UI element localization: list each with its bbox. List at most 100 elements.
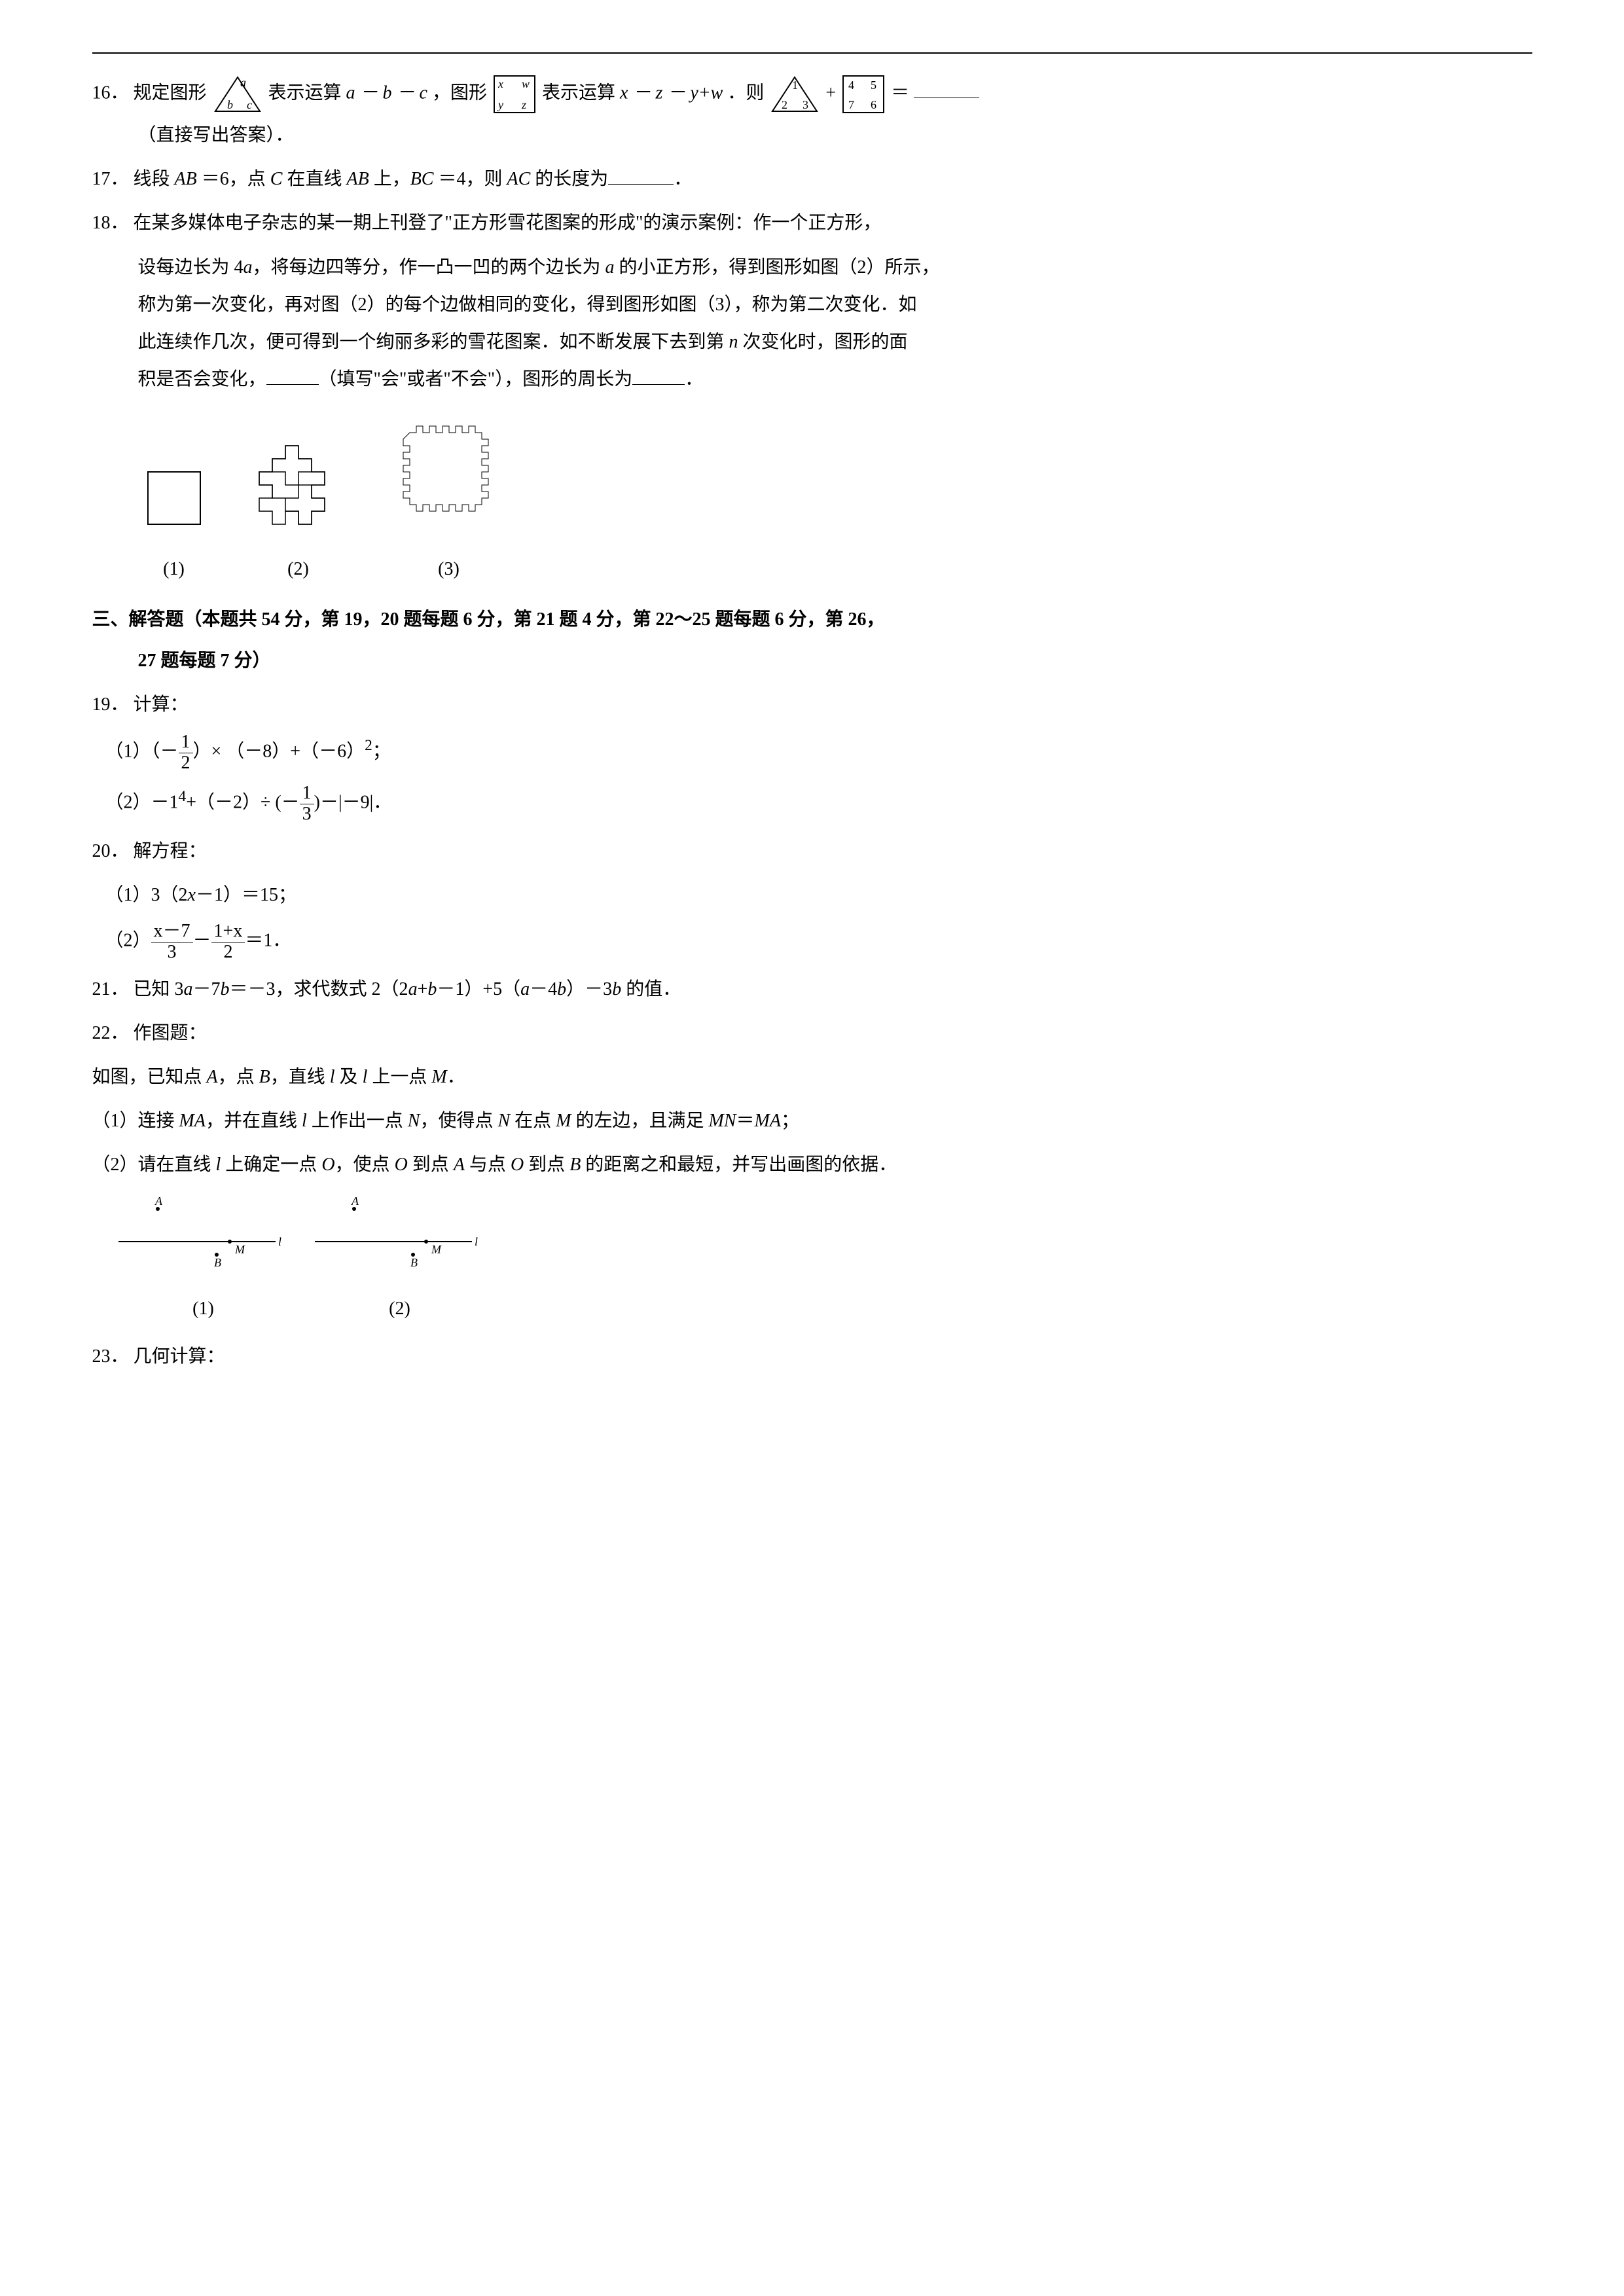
q21-b2: b xyxy=(427,979,437,999)
svg-text:M: M xyxy=(234,1243,245,1256)
q22-MA2: MA xyxy=(755,1111,781,1131)
q22-p2f: 到点 xyxy=(524,1155,569,1175)
q22-p2e: 与点 xyxy=(465,1155,511,1175)
q22-cap2: (2) xyxy=(315,1291,485,1326)
q22-p1l: l xyxy=(302,1111,307,1131)
q22-num: 22． xyxy=(92,1023,129,1043)
q20-p1: （1）3（2 xyxy=(105,885,188,905)
q19-frac1: 12 xyxy=(179,732,193,774)
question-22: 22． 作图题： xyxy=(92,1016,1532,1050)
svg-text:a: a xyxy=(240,76,246,89)
q18-l4b: n xyxy=(729,332,738,352)
svg-text:b: b xyxy=(227,98,233,111)
q19-p1a: （1）（－ xyxy=(105,742,179,762)
q23-title: 几何计算： xyxy=(134,1346,225,1367)
snowflake-1-icon xyxy=(138,462,210,534)
q17-t2: ＝6，点 xyxy=(202,169,270,189)
fig2-cap: (2) xyxy=(249,552,348,586)
svg-text:w: w xyxy=(522,77,530,90)
question-18: 18． 在某多媒体电子杂志的某一期上刊登了"正方形雪花图案的形成"的演示案例：作… xyxy=(92,206,1532,240)
q22-cap1: (1) xyxy=(118,1291,289,1326)
q18-l2c: ，将每边四等分，作一凸一凹的两个边长为 xyxy=(253,257,605,278)
svg-text:1: 1 xyxy=(792,79,798,92)
q17-ab: AB xyxy=(175,169,197,189)
q18-l2d: a xyxy=(605,257,615,278)
q22-MA: MA xyxy=(179,1111,206,1131)
q22-O: O xyxy=(321,1155,334,1175)
question-16: 16． 规定图形 a b c 表示运算 a － b － c ，图形 x w y … xyxy=(92,73,1532,152)
q21-t8: 的值． xyxy=(621,979,681,999)
q18-l5c: ． xyxy=(685,369,703,389)
question-21: 21． 已知 3a－7b＝－3，求代数式 2（2a+b－1）+5（a－4b）－3… xyxy=(92,972,1532,1007)
q18-line2: 设每边长为 4a，将每边四等分，作一凸一凹的两个边长为 a 的小正方形，得到图形… xyxy=(138,250,1532,285)
q22-N2: N xyxy=(497,1111,510,1131)
triangle-123-icon: 1 2 3 xyxy=(768,73,821,115)
q22-part2: （2）请在直线 l 上确定一点 O，使点 O 到点 A 与点 O 到点 B 的距… xyxy=(92,1147,1532,1182)
q21-t7: ）－3 xyxy=(566,979,612,999)
svg-text:x: x xyxy=(497,77,503,90)
svg-text:5: 5 xyxy=(871,79,876,92)
q22-line1: 如图，已知点 A，点 B，直线 l 及 l 上一点 M． xyxy=(92,1060,1532,1094)
q20-frac2: 1+x2 xyxy=(211,922,245,963)
q16-mid2: ，图形 xyxy=(432,82,487,103)
q16-num: 16． xyxy=(92,82,129,103)
q21-a3: a xyxy=(520,979,530,999)
q20-f2d: 2 xyxy=(211,942,245,963)
q20-f1d: 3 xyxy=(151,942,193,963)
q22-p1b: ，并在直线 xyxy=(206,1111,302,1131)
q20-num: 20． xyxy=(92,841,129,861)
q21-num: 21． xyxy=(92,979,129,999)
q18-blank1 xyxy=(266,366,319,385)
square-4576-icon: 4 5 7 6 xyxy=(840,73,886,115)
q21-t4: + xyxy=(418,979,428,999)
q22-l: l xyxy=(330,1067,335,1087)
q22-p1g: ＝ xyxy=(736,1111,755,1131)
q21-t2: －7 xyxy=(193,979,221,999)
svg-text:7: 7 xyxy=(848,98,854,111)
triangle-abc-icon: a b c xyxy=(211,73,264,115)
fig2-cell: (2) xyxy=(249,436,348,586)
svg-text:A: A xyxy=(351,1196,359,1208)
q22-fig2: A M l B (2) xyxy=(315,1196,485,1326)
q19-p2b: 4 xyxy=(179,788,187,805)
fig1-cell: (1) xyxy=(138,462,210,586)
svg-text:c: c xyxy=(247,98,252,111)
svg-text:B: B xyxy=(410,1256,418,1269)
q22-p2g: 的距离之和最短，并写出画图的依据． xyxy=(581,1155,897,1175)
q16-eq: ＝ xyxy=(891,82,909,103)
q22-A2: A xyxy=(454,1155,465,1175)
q18-l4a: 此连续作几次，便可得到一个绚丽多彩的雪花图案．如不断发展下去到第 xyxy=(138,332,729,352)
q16-expr1: a － b － c xyxy=(346,82,427,103)
q22-p2b: 上确定一点 xyxy=(221,1155,321,1175)
q20-p1b: －1）＝15； xyxy=(196,885,297,905)
q17-ac: AC xyxy=(507,169,531,189)
q22-l1d: 及 xyxy=(335,1067,363,1087)
q19-part2: （2）－14+（－2）÷ (－13)－|－9|． xyxy=(105,782,1532,824)
svg-text:M: M xyxy=(431,1243,442,1256)
q17-t6: 的长度为 xyxy=(535,169,608,189)
q21-t6: －4 xyxy=(530,979,557,999)
question-23: 23． 几何计算： xyxy=(92,1339,1532,1374)
q22-O2: O xyxy=(395,1155,408,1175)
q19-p1b: ）× （－8）+（－6） xyxy=(193,742,365,762)
q22-l1b: ，点 xyxy=(218,1067,259,1087)
section3-title2: 27 题每题 7 分） xyxy=(138,643,1532,678)
q21-b3: b xyxy=(557,979,566,999)
svg-text:z: z xyxy=(521,98,526,111)
fig3-cell: (3) xyxy=(387,410,511,586)
svg-text:l: l xyxy=(278,1235,281,1248)
q22-p1h: ； xyxy=(781,1111,799,1131)
q17-t4: 上， xyxy=(374,169,410,189)
q20-p1x: x xyxy=(188,885,196,905)
q22-p1c: 上作出一点 xyxy=(307,1111,408,1131)
svg-text:6: 6 xyxy=(871,98,876,111)
section3-title: 三、解答题（本题共 54 分，第 19，20 题每题 6 分，第 21 题 4 … xyxy=(92,602,1532,637)
top-rule xyxy=(92,52,1532,54)
q19-p1c: 2 xyxy=(365,737,372,754)
line-diagram-2-icon: A M l B xyxy=(315,1196,485,1274)
q18-l4c: 次变化时，图形的面 xyxy=(738,332,908,352)
q16-blank xyxy=(914,79,979,98)
q17-t1: 线段 xyxy=(134,169,175,189)
q22-A: A xyxy=(207,1067,218,1087)
q21-a: a xyxy=(184,979,193,999)
